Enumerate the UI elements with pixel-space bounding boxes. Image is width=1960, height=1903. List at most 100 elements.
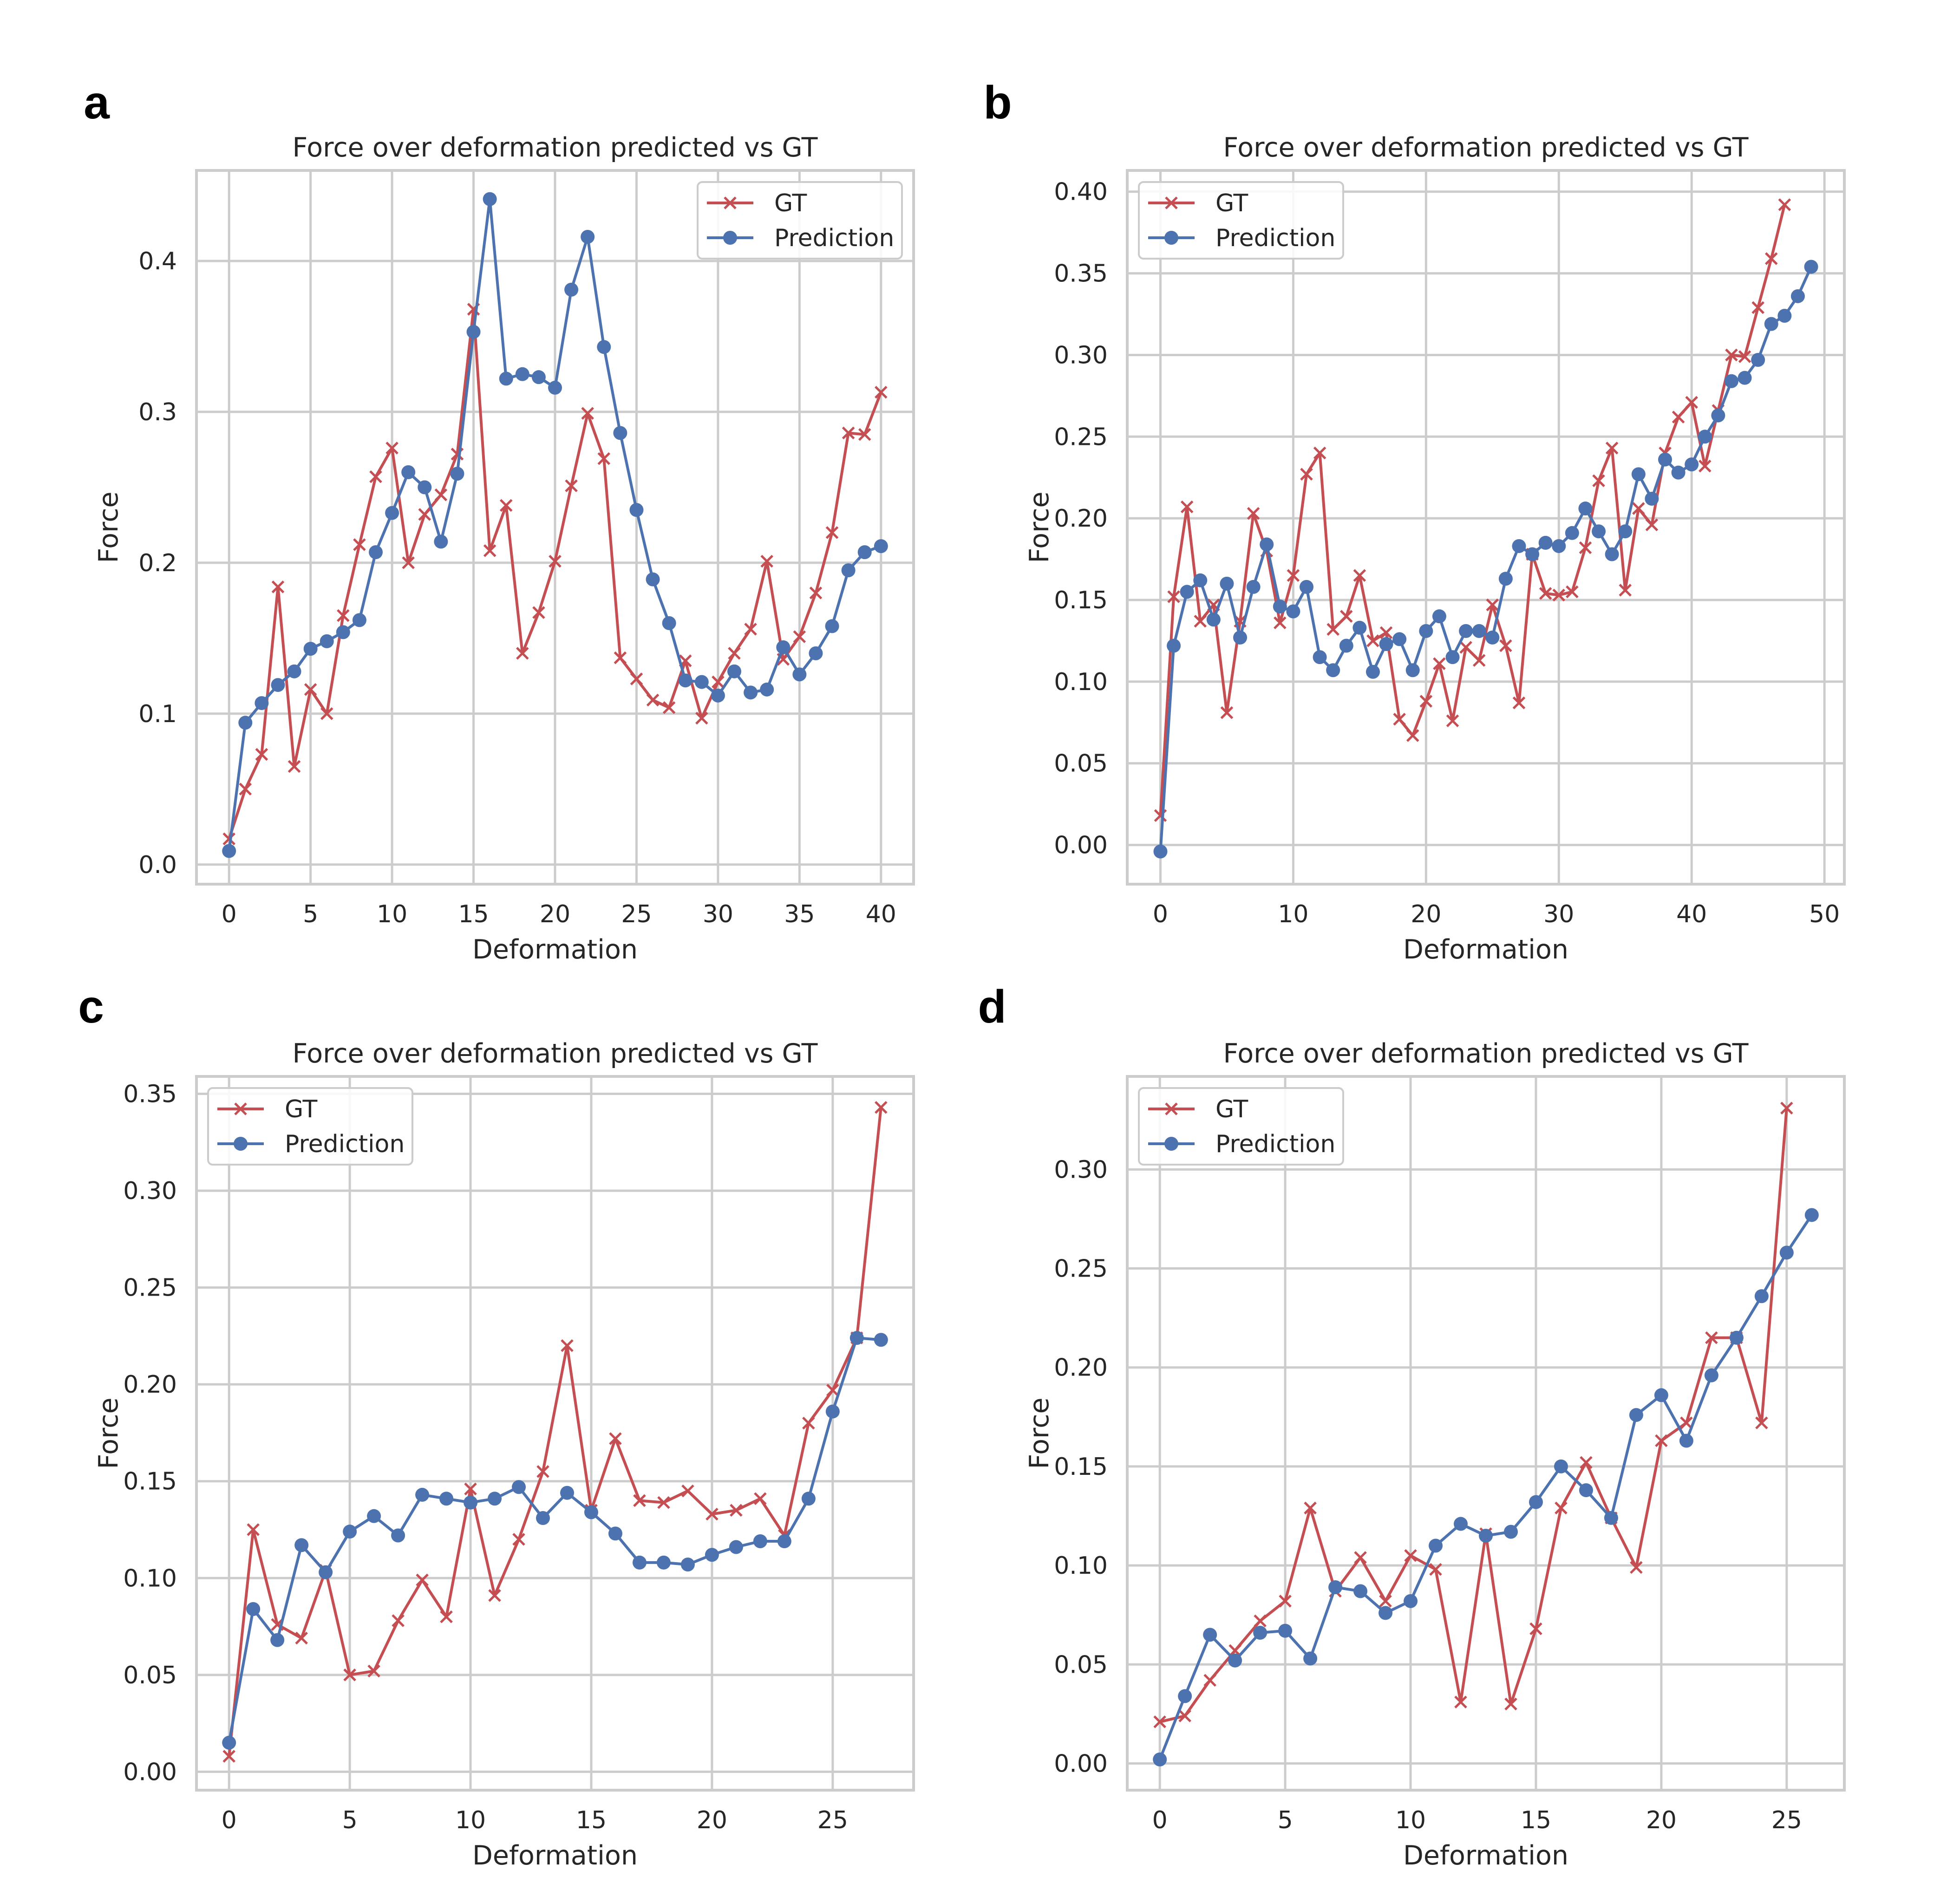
legend-label: Prediction <box>774 224 894 252</box>
legend-label: GT <box>1215 1095 1248 1123</box>
data-point <box>730 1504 743 1517</box>
data-point <box>609 1432 622 1445</box>
data-point <box>1619 584 1632 597</box>
data-point <box>849 1331 864 1345</box>
data-point <box>418 508 431 521</box>
data-point <box>1446 714 1459 728</box>
y-tick-label: 0.00 <box>123 1758 177 1786</box>
y-axis-label: Force <box>93 1397 124 1469</box>
data-point <box>1738 371 1752 385</box>
data-point <box>630 672 643 685</box>
data-point <box>1778 198 1791 211</box>
data-point <box>1618 524 1633 539</box>
data-point <box>1711 408 1725 423</box>
data-point <box>1529 1622 1542 1636</box>
data-point <box>415 1487 430 1502</box>
data-point <box>1203 1628 1217 1642</box>
data-point <box>1671 465 1686 480</box>
data-point <box>352 613 366 627</box>
x-axis-label: Deformation <box>472 1840 638 1871</box>
legend-entry-prediction: Prediction <box>217 1130 405 1158</box>
data-point <box>802 1416 815 1430</box>
data-point <box>809 646 823 660</box>
data-point <box>793 630 806 643</box>
data-point <box>728 647 741 660</box>
data-point <box>1729 1330 1744 1345</box>
data-point <box>271 678 285 692</box>
data-point <box>1454 1517 1468 1531</box>
x-tick-label: 0 <box>222 1806 237 1834</box>
data-point <box>531 370 546 385</box>
x-tick-label: 15 <box>1521 1806 1551 1834</box>
x-tick-label: 15 <box>458 900 489 928</box>
data-point <box>753 1534 767 1549</box>
data-point <box>646 693 660 707</box>
legend-entry-prediction: Prediction <box>707 224 894 252</box>
series-prediction <box>222 1331 888 1750</box>
data-point <box>874 1333 888 1347</box>
x-axis-label: Deformation <box>1403 934 1568 965</box>
chart-panel-a: 0 5 10 15 20 25 30 35 40 0.0 0.1 0.2 0.3 0.4 Force ove… <box>84 77 915 965</box>
data-point <box>1754 1289 1769 1303</box>
legend-box <box>1138 181 1344 260</box>
data-point <box>875 1101 888 1114</box>
data-point <box>1300 580 1313 594</box>
data-point <box>1279 1595 1292 1608</box>
data-point <box>1352 620 1367 635</box>
panel-label: b <box>983 77 1012 129</box>
data-point <box>1405 663 1420 678</box>
y-tick-label: 0.40 <box>1054 178 1108 206</box>
data-point <box>1153 1752 1167 1766</box>
data-point <box>560 1486 574 1500</box>
data-point <box>391 1528 405 1543</box>
data-point <box>385 442 399 455</box>
data-point <box>1764 252 1778 265</box>
data-point <box>705 1548 719 1562</box>
data-point <box>694 675 709 689</box>
x-tick-label: 15 <box>576 1806 607 1834</box>
grid <box>196 1076 914 1790</box>
data-point <box>238 716 253 730</box>
data-point <box>270 1633 285 1647</box>
data-point <box>1592 524 1606 539</box>
data-point <box>1472 654 1486 667</box>
chart-title: Force over deformation predicted vs GT <box>293 1038 818 1069</box>
data-point <box>353 538 366 551</box>
x-tick-label: 20 <box>697 1806 727 1834</box>
data-point <box>369 470 382 483</box>
data-point <box>255 696 269 710</box>
data-point <box>1354 1551 1367 1564</box>
data-point <box>434 488 448 502</box>
data-point <box>483 192 497 206</box>
x-tick-label: 25 <box>1771 1806 1802 1834</box>
data-point <box>1304 1501 1317 1515</box>
data-point <box>695 711 708 725</box>
data-point <box>809 587 823 600</box>
data-point <box>367 1664 380 1678</box>
y-tick-label: 0.25 <box>1054 1255 1108 1283</box>
data-point <box>1326 623 1339 636</box>
data-point <box>1645 491 1659 506</box>
data-point <box>760 682 774 697</box>
data-point <box>825 526 839 539</box>
data-point <box>1578 502 1593 516</box>
data-point <box>1631 467 1646 482</box>
y-tick-label: 0.15 <box>123 1468 177 1496</box>
data-point <box>597 340 611 354</box>
data-point <box>729 1540 743 1554</box>
x-tick-label: 0 <box>222 900 237 928</box>
data-point <box>1404 1594 1418 1608</box>
legend-box <box>697 181 903 260</box>
data-point <box>1303 1651 1318 1666</box>
data-point <box>1705 1331 1718 1344</box>
y-tick-label: 0.3 <box>138 398 177 426</box>
legend-label: GT <box>774 189 807 217</box>
data-point <box>1260 537 1274 552</box>
data-point <box>1486 598 1499 612</box>
data-point <box>295 1631 308 1645</box>
data-point <box>287 664 301 678</box>
data-point <box>1725 348 1738 362</box>
data-point <box>656 1555 671 1570</box>
data-point <box>466 325 481 339</box>
data-point <box>1379 1606 1393 1620</box>
